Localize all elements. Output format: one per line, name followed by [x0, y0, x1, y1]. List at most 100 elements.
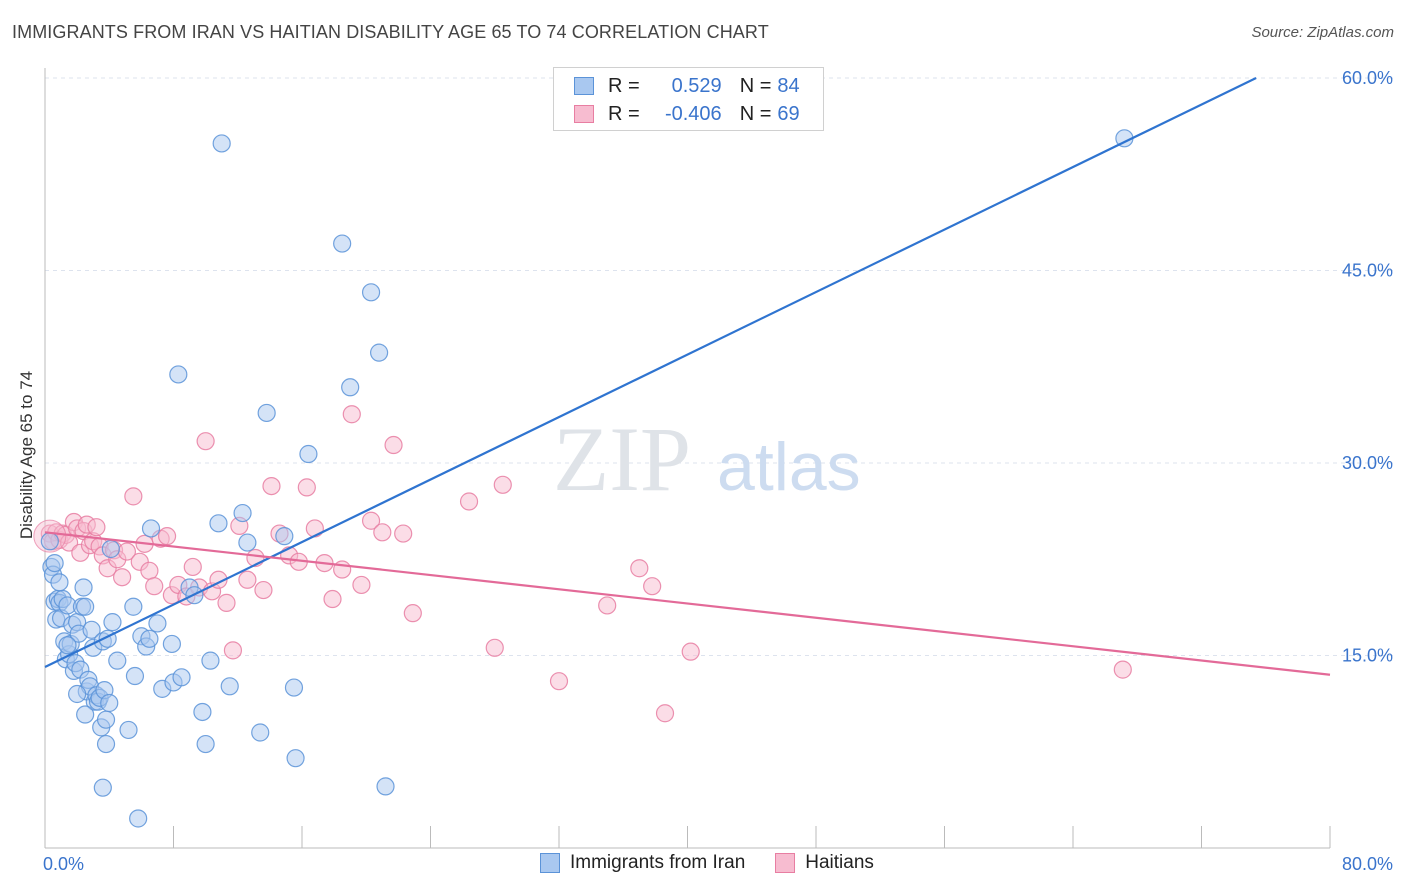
- haitians-point: [323, 589, 342, 609]
- haitians-point: [223, 641, 243, 660]
- iran-point: [341, 378, 360, 397]
- legend-row-haiti: R = -0.406 N = 69: [574, 100, 800, 128]
- iran-point: [212, 134, 231, 153]
- haitians-point: [352, 575, 371, 595]
- haitians-point: [384, 435, 403, 455]
- iran-point: [129, 809, 148, 828]
- legend-n-label: N =: [739, 74, 772, 97]
- iran-point: [299, 444, 318, 464]
- haitians-point: [112, 568, 132, 587]
- iran-point: [172, 668, 191, 687]
- iran-point: [284, 678, 304, 697]
- iran-point: [233, 503, 252, 523]
- iran-point: [124, 597, 143, 616]
- haitians-point: [238, 570, 257, 589]
- legend-swatch-haitians: [775, 853, 796, 873]
- haitians-point: [124, 487, 143, 506]
- iran-point: [50, 573, 69, 592]
- haitians-point: [87, 518, 106, 537]
- iran-point: [96, 734, 116, 754]
- legend-n-label: N =: [739, 102, 772, 125]
- haitians-point: [254, 580, 273, 600]
- haitians-point: [145, 577, 164, 596]
- iran-point: [196, 734, 215, 754]
- iran-point: [361, 283, 381, 302]
- haitians-trend-line: [44, 531, 1331, 676]
- iran-point: [101, 539, 120, 559]
- haitians-point: [262, 477, 281, 496]
- iran-point: [108, 651, 127, 670]
- x-tick-label: 80.0%: [1342, 854, 1393, 874]
- haitians-point: [549, 672, 569, 691]
- haitians-point: [681, 642, 700, 661]
- iran-point: [376, 777, 395, 796]
- iran-point: [58, 636, 77, 655]
- y-tick-label: 60.0%: [1342, 68, 1393, 88]
- source-label: Source: ZipAtlas.com: [1251, 24, 1394, 41]
- iran-point: [68, 684, 87, 704]
- haitians-point: [655, 704, 675, 723]
- y-tick-label: 15.0%: [1342, 646, 1393, 666]
- y-axis-title: Disability Age 65 to 74: [17, 371, 36, 539]
- legend-swatch-iran: [574, 77, 594, 95]
- x-tick-labels: 0.0% 80.0%: [43, 854, 1393, 874]
- haitians-point: [485, 638, 504, 657]
- haitians-point: [459, 492, 479, 511]
- correlation-legend: R = 0.529 N = 84 R = -0.406 N = 69: [553, 67, 824, 131]
- y-tick-label: 45.0%: [1342, 261, 1393, 281]
- watermark: ZIP atlas: [553, 408, 861, 510]
- iran-trend-line: [44, 77, 1257, 669]
- legend-row-iran: R = 0.529 N = 84: [574, 72, 800, 100]
- iran-point: [76, 705, 95, 724]
- iran-point: [148, 614, 167, 633]
- y-tick-label: 30.0%: [1342, 453, 1393, 473]
- series-immigrants-from-iran: [40, 129, 1134, 828]
- legend-n-value: 69: [777, 102, 800, 125]
- iran-point: [125, 666, 145, 686]
- haitians-point: [493, 475, 512, 494]
- trend-lines: [44, 77, 1331, 676]
- legend-r-value: -0.406: [664, 102, 722, 125]
- legend-label-iran: Immigrants from Iran: [570, 852, 746, 873]
- haitians-point: [373, 523, 392, 542]
- x-tick-label: 0.0%: [43, 854, 84, 874]
- haitians-point: [183, 557, 202, 577]
- legend-label-haitians: Haitians: [805, 852, 874, 873]
- watermark-atlas: atlas: [717, 429, 861, 505]
- legend-n-value: 84: [777, 74, 800, 97]
- legend-swatch-iran: [540, 853, 560, 873]
- iran-point: [162, 634, 181, 654]
- iran-point: [140, 629, 159, 648]
- iran-point: [40, 532, 59, 551]
- iran-point: [141, 519, 161, 538]
- legend-item-haitians[interactable]: Haitians: [775, 852, 874, 874]
- haitians-point: [630, 559, 649, 578]
- iran-point: [275, 527, 294, 546]
- iran-point: [93, 778, 112, 797]
- iran-point: [220, 677, 239, 696]
- haitians-point: [157, 527, 177, 546]
- legend-r-value: 0.529: [671, 74, 722, 97]
- haitians-point: [1113, 660, 1132, 679]
- y-tick-labels: 15.0% 30.0% 45.0% 60.0%: [1342, 68, 1393, 666]
- haitians-point: [598, 596, 617, 615]
- series-legend: Immigrants from Iran Haitians: [540, 852, 904, 874]
- iran-point: [103, 613, 122, 632]
- iran-point: [209, 514, 228, 533]
- legend-r-label: R =: [608, 102, 640, 125]
- iran-point: [286, 749, 305, 768]
- haitians-point: [305, 519, 324, 538]
- iran-point: [257, 403, 276, 423]
- iran-point: [169, 365, 188, 384]
- legend-swatch-haiti: [574, 105, 594, 123]
- haitians-point: [297, 478, 316, 497]
- iran-point: [74, 578, 93, 597]
- iran-point: [193, 702, 212, 722]
- iran-point: [82, 620, 101, 639]
- legend-item-iran[interactable]: Immigrants from Iran: [540, 852, 745, 874]
- haitians-point: [403, 604, 422, 623]
- haitians-point: [196, 432, 215, 451]
- iran-point: [333, 234, 352, 253]
- haitians-point: [140, 561, 159, 580]
